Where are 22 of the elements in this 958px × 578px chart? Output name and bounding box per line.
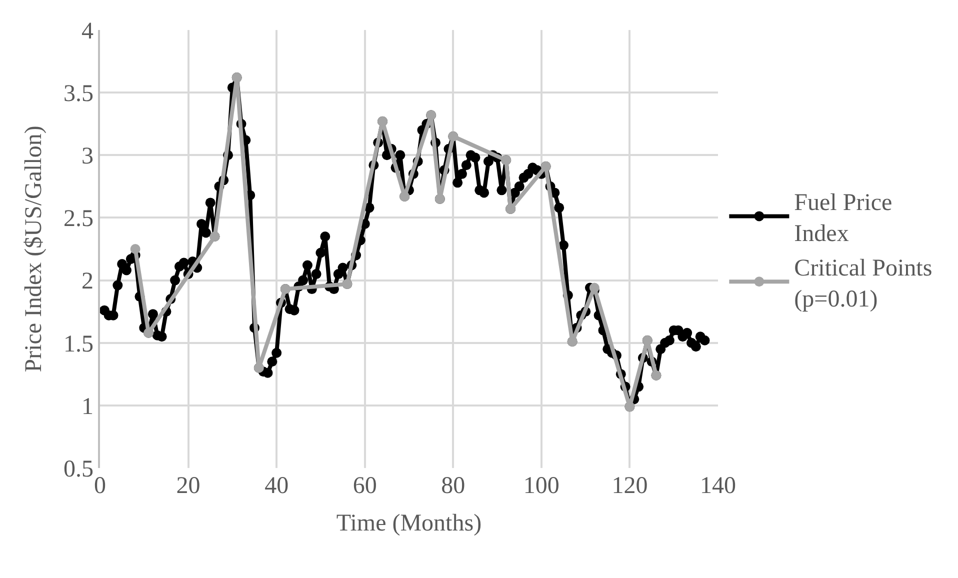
x-axis-title: Time (Months): [336, 510, 482, 536]
x-tick-label: 120: [612, 473, 648, 499]
y-tick-label: 3: [81, 144, 94, 170]
y-tick-label: 3.5: [63, 80, 94, 107]
x-tick-label: 0: [94, 473, 106, 499]
y-tick-label: 0.5: [63, 456, 94, 482]
y-tick-label: 2.5: [63, 206, 94, 232]
x-tick-label: 140: [700, 473, 736, 499]
x-tick-label: 60: [352, 473, 377, 499]
y-tick-label: 1.5: [63, 331, 94, 358]
y-tick-label: 2: [81, 268, 94, 295]
y-tick-label: 4: [81, 18, 94, 44]
point: [130, 244, 140, 254]
y-axis-title: Price Index ($US/Gallon): [21, 126, 48, 372]
point: [589, 282, 600, 293]
x-tick-label: 80: [441, 473, 466, 499]
x-tick-label: 40: [264, 473, 289, 499]
legend-label: Critical Points (p=0.01): [794, 255, 932, 313]
y-tick-label: 1: [81, 394, 94, 420]
legend-label: Fuel Price Index: [794, 190, 892, 248]
x-tick-label: 100: [523, 473, 560, 499]
x-tick-label: 20: [176, 473, 200, 499]
